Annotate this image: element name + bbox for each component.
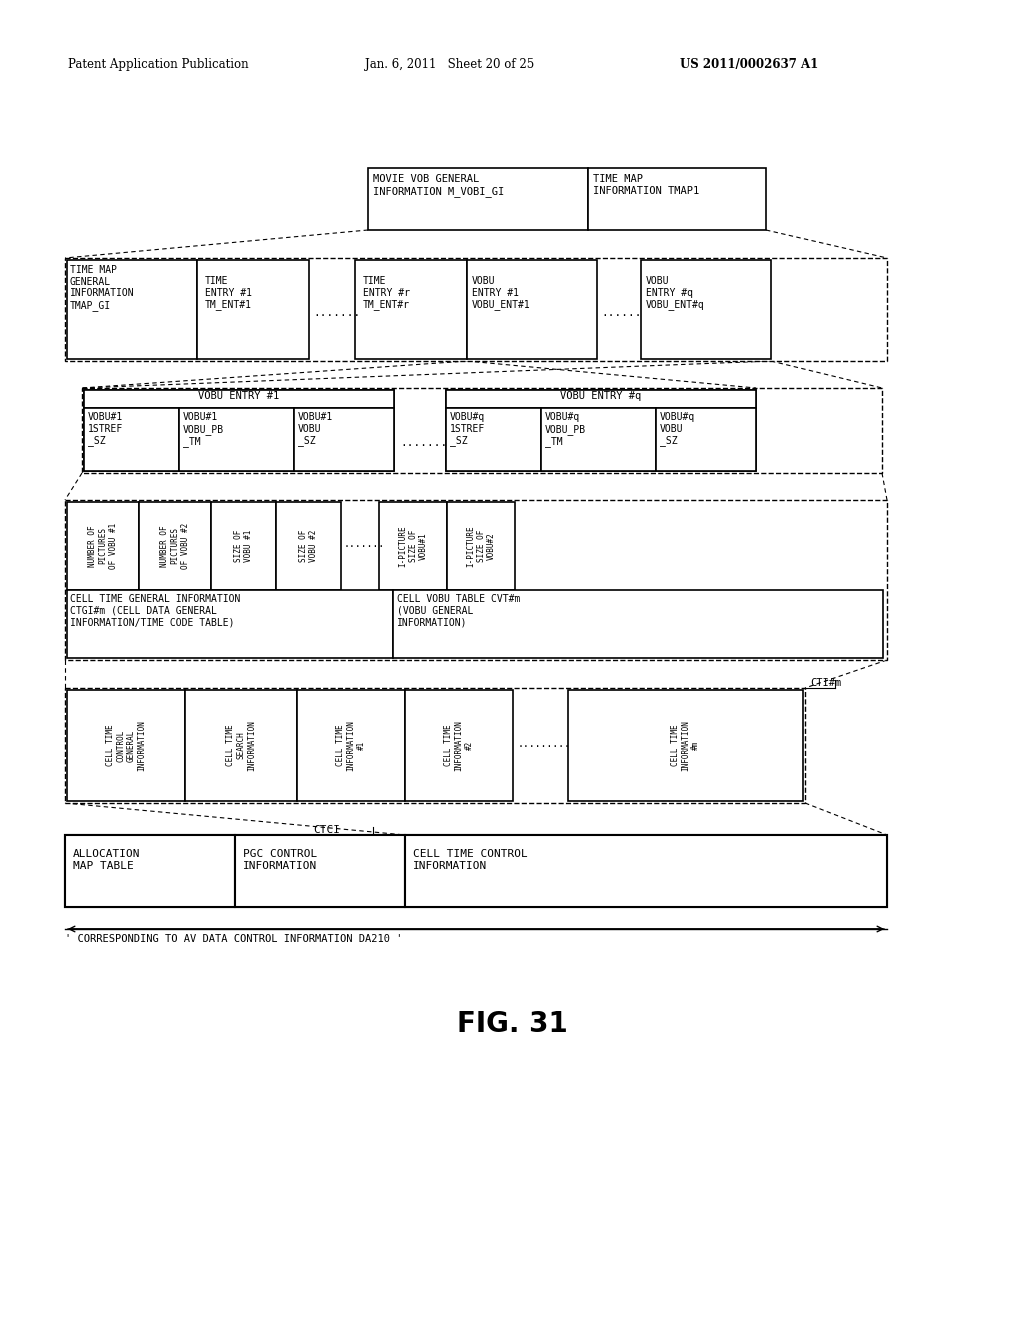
Bar bbox=[446, 389, 756, 408]
Bar bbox=[541, 408, 656, 471]
Bar bbox=[65, 257, 887, 360]
Bar bbox=[84, 408, 179, 471]
Text: VOBU
ENTRY #q
VOBU_ENT#q: VOBU ENTRY #q VOBU_ENT#q bbox=[646, 276, 705, 310]
Text: FIG. 31: FIG. 31 bbox=[457, 1010, 567, 1038]
Text: .......: ....... bbox=[344, 539, 385, 549]
Bar bbox=[65, 688, 805, 803]
Text: US 2011/0002637 A1: US 2011/0002637 A1 bbox=[680, 58, 818, 71]
Bar bbox=[446, 408, 541, 471]
Text: TIME MAP
GENERAL
INFORMATION
TMAP_GI: TIME MAP GENERAL INFORMATION TMAP_GI bbox=[70, 265, 134, 310]
Bar bbox=[656, 408, 756, 471]
Bar bbox=[641, 260, 771, 359]
Text: CELL TIME
INFORMATION
#1: CELL TIME INFORMATION #1 bbox=[336, 721, 366, 771]
Text: .......: ....... bbox=[400, 438, 447, 447]
Text: VOBU#1
1STREF
_SZ: VOBU#1 1STREF _SZ bbox=[88, 412, 123, 446]
Text: VOBU#1
VOBU
_SZ: VOBU#1 VOBU _SZ bbox=[298, 412, 333, 446]
Text: ......: ...... bbox=[601, 308, 641, 318]
Text: CELL TIME
INFORMATION
#m: CELL TIME INFORMATION #m bbox=[671, 721, 700, 771]
Bar bbox=[67, 502, 139, 590]
Bar bbox=[467, 260, 597, 359]
Bar bbox=[67, 690, 185, 801]
Text: SIZE OF
VOBU #1: SIZE OF VOBU #1 bbox=[233, 529, 253, 562]
Text: CELL TIME
INFORMATION
#2: CELL TIME INFORMATION #2 bbox=[444, 721, 474, 771]
Bar bbox=[84, 389, 394, 471]
Text: CELL TIME CONTROL
INFORMATION: CELL TIME CONTROL INFORMATION bbox=[413, 849, 527, 871]
Text: CELL TIME
SEARCH
INFORMATION: CELL TIME SEARCH INFORMATION bbox=[226, 721, 256, 771]
Text: VOBU#q
VOBU
_SZ: VOBU#q VOBU _SZ bbox=[660, 412, 695, 446]
Bar bbox=[139, 502, 211, 590]
Bar bbox=[276, 502, 341, 590]
Text: TIME MAP
INFORMATION TMAP1: TIME MAP INFORMATION TMAP1 bbox=[593, 174, 699, 195]
Bar bbox=[197, 260, 309, 359]
Text: Patent Application Publication: Patent Application Publication bbox=[68, 58, 249, 71]
Bar bbox=[179, 408, 294, 471]
Text: NUMBER OF
PICTURES
OF VOBU #2: NUMBER OF PICTURES OF VOBU #2 bbox=[160, 523, 189, 569]
Text: PGC CONTROL
INFORMATION: PGC CONTROL INFORMATION bbox=[243, 849, 317, 871]
Text: Jan. 6, 2011   Sheet 20 of 25: Jan. 6, 2011 Sheet 20 of 25 bbox=[365, 58, 535, 71]
Text: ALLOCATION
MAP TABLE: ALLOCATION MAP TABLE bbox=[73, 849, 140, 871]
Bar bbox=[406, 836, 887, 907]
Bar bbox=[447, 502, 515, 590]
Bar bbox=[446, 389, 756, 471]
Bar bbox=[568, 690, 803, 801]
Bar bbox=[368, 168, 588, 230]
Bar bbox=[84, 389, 394, 408]
Text: MOVIE VOB GENERAL
INFORMATION M_VOBI_GI: MOVIE VOB GENERAL INFORMATION M_VOBI_GI bbox=[373, 174, 504, 197]
Text: CELL TIME
CONTROL
GENERAL
INFORMATION: CELL TIME CONTROL GENERAL INFORMATION bbox=[105, 721, 146, 771]
Bar bbox=[406, 690, 513, 801]
Text: ' CORRESPONDING TO AV DATA CONTROL INFORMATION DA210 ': ' CORRESPONDING TO AV DATA CONTROL INFOR… bbox=[65, 935, 402, 944]
Bar bbox=[379, 502, 447, 590]
Text: VOBU
ENTRY #1
VOBU_ENT#1: VOBU ENTRY #1 VOBU_ENT#1 bbox=[472, 276, 530, 310]
Text: TIME
ENTRY #r
TM_ENT#r: TIME ENTRY #r TM_ENT#r bbox=[362, 276, 410, 310]
Bar bbox=[65, 836, 234, 907]
Text: CELL VOBU TABLE CVT#m
(VOBU GENERAL
INFORMATION): CELL VOBU TABLE CVT#m (VOBU GENERAL INFO… bbox=[397, 594, 520, 627]
Bar bbox=[294, 408, 394, 471]
Bar bbox=[297, 690, 406, 801]
Text: I-PICTURE
SIZE OF
VOBU#2: I-PICTURE SIZE OF VOBU#2 bbox=[466, 525, 496, 566]
Text: TIME
ENTRY #1
TM_ENT#1: TIME ENTRY #1 TM_ENT#1 bbox=[205, 276, 252, 310]
Text: CTCI: CTCI bbox=[313, 825, 340, 836]
Bar bbox=[65, 836, 887, 907]
Text: CTI#m: CTI#m bbox=[810, 678, 842, 688]
Text: .......: ....... bbox=[313, 308, 360, 318]
Bar bbox=[211, 502, 276, 590]
Bar bbox=[355, 260, 467, 359]
Text: .........: ......... bbox=[518, 739, 570, 748]
Bar bbox=[588, 168, 766, 230]
Text: VOBU#1
VOBU_PB
_TM: VOBU#1 VOBU_PB _TM bbox=[183, 412, 224, 447]
Bar bbox=[67, 590, 393, 657]
Bar bbox=[185, 690, 297, 801]
Text: NUMBER OF
PICTURES
OF VOBU #1: NUMBER OF PICTURES OF VOBU #1 bbox=[88, 523, 118, 569]
Text: VOBU#q
1STREF
_SZ: VOBU#q 1STREF _SZ bbox=[450, 412, 485, 446]
Bar bbox=[65, 500, 887, 660]
Text: I-PICTURE
SIZE OF
VOBU#1: I-PICTURE SIZE OF VOBU#1 bbox=[398, 525, 428, 566]
Bar bbox=[393, 590, 883, 657]
Text: CELL TIME GENERAL INFORMATION
CTGI#m (CELL DATA GENERAL
INFORMATION/TIME CODE TA: CELL TIME GENERAL INFORMATION CTGI#m (CE… bbox=[70, 594, 241, 627]
Bar bbox=[234, 836, 406, 907]
Text: SIZE OF
VOBU #2: SIZE OF VOBU #2 bbox=[299, 529, 318, 562]
Text: VOBU#q
VOBU_PB
_TM: VOBU#q VOBU_PB _TM bbox=[545, 412, 586, 447]
Bar bbox=[82, 388, 882, 473]
Text: VOBU ENTRY #q: VOBU ENTRY #q bbox=[560, 391, 642, 401]
Bar bbox=[67, 260, 197, 359]
Text: VOBU ENTRY #1: VOBU ENTRY #1 bbox=[199, 391, 280, 401]
